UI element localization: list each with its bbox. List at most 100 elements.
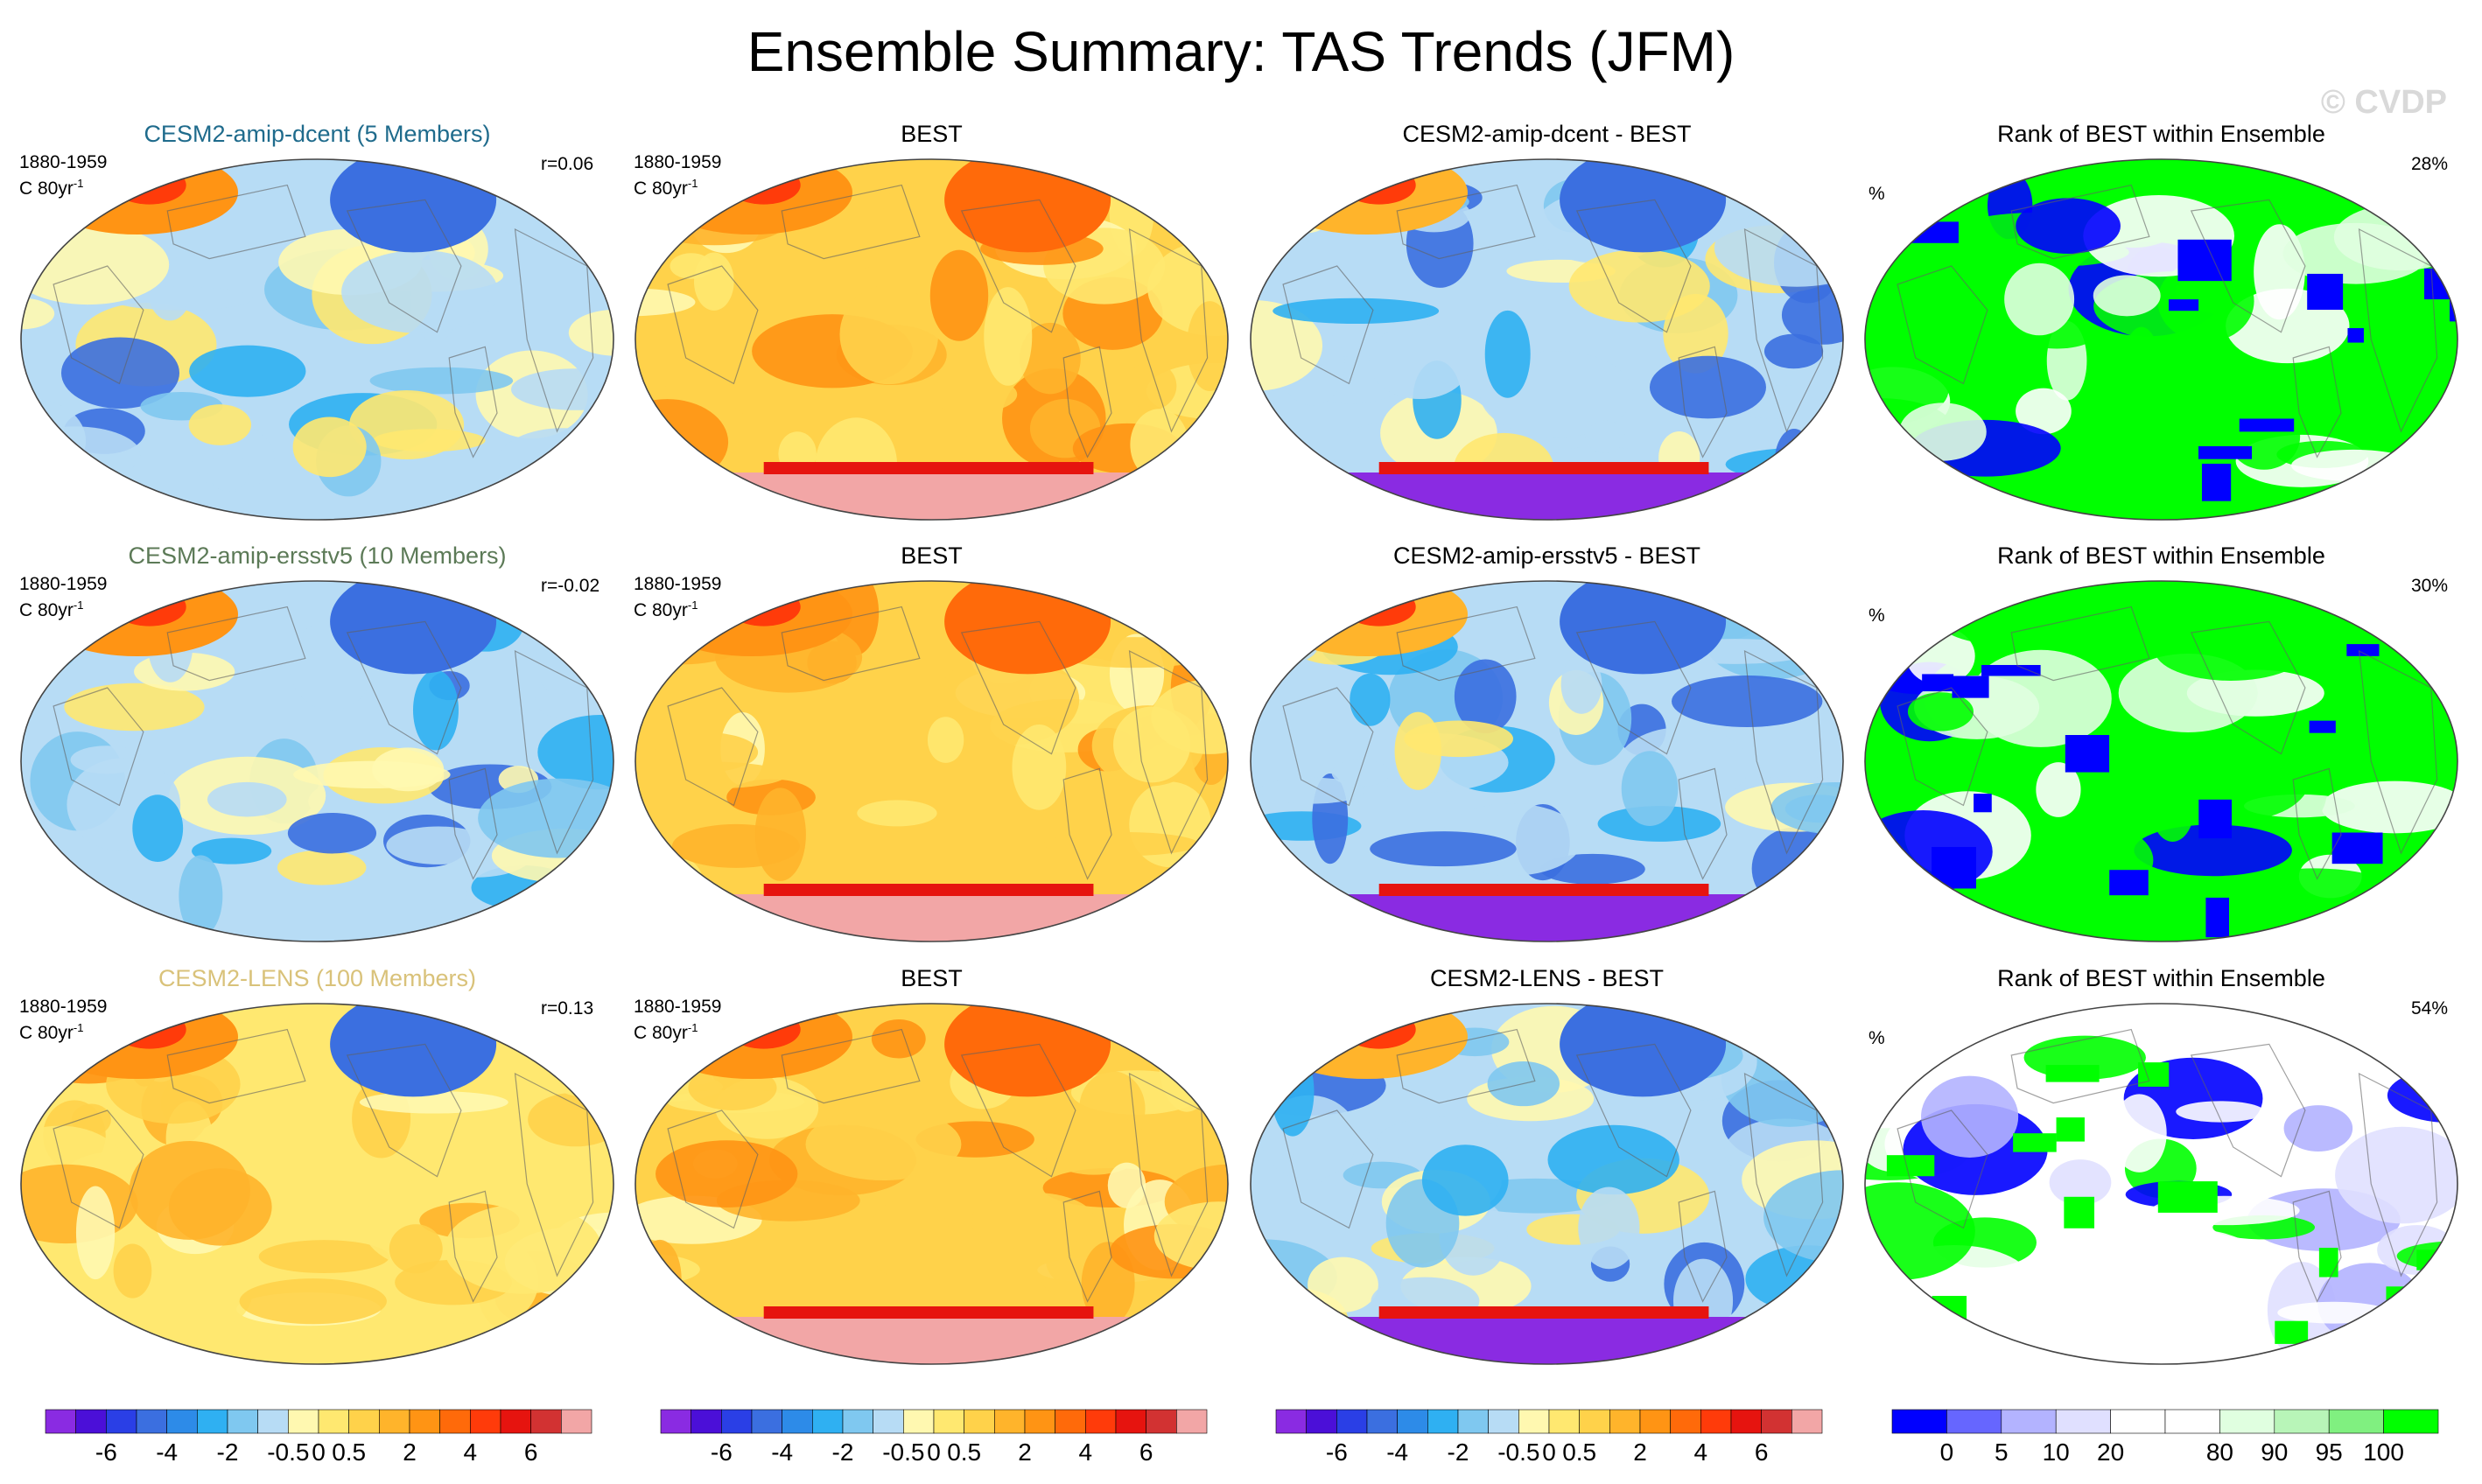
map-ens-row2 [20, 580, 614, 942]
antarctica-edge [1378, 462, 1709, 474]
field-blob [189, 345, 306, 397]
trend-colorbar-2-box [1176, 1409, 1208, 1434]
rank-colorbar-label: 80 [2205, 1438, 2233, 1466]
north-america-anomaly [1560, 581, 1727, 675]
field-blob [2180, 728, 2312, 820]
north-america-anomaly [330, 581, 497, 675]
panel-title-diff-row2: CESM2-amip-ersstv5 - BEST [1392, 542, 1701, 569]
field-blob [871, 1018, 926, 1059]
continent-outline [2358, 1072, 2438, 1278]
continent-outline [1062, 1190, 1112, 1303]
trend-colorbar-1-box [409, 1409, 440, 1434]
continent-outline [2292, 346, 2342, 458]
trend-colorbar-2-box [812, 1409, 844, 1434]
rank-patch [2424, 268, 2457, 300]
trend-colorbar-1-label: 0 [312, 1438, 326, 1466]
map-border [635, 158, 1229, 521]
trend-colorbar-2-box [660, 1409, 691, 1434]
map-rank-row1 [1864, 158, 2458, 521]
trend-colorbar-2-label: -2 [831, 1438, 854, 1466]
trend-colorbar-3-box [1457, 1409, 1489, 1434]
continent-outline [2358, 228, 2438, 433]
field-blob [1251, 300, 1323, 391]
north-america-anomaly [944, 1004, 1111, 1097]
units-exponent: -1 [687, 598, 698, 612]
trend-colorbar-2-box [782, 1409, 813, 1434]
map-diff-row2 [1250, 580, 1844, 942]
field-blob [2049, 1159, 2112, 1206]
continent-outline [2358, 649, 2438, 855]
antarctica-edge [763, 1306, 1094, 1319]
rank-patch [2064, 1196, 2095, 1228]
period-label-row2-col1: 1880-1959 [19, 574, 108, 594]
trend-colorbar-1-label: -6 [95, 1438, 117, 1466]
trend-colorbar-1-box [348, 1409, 380, 1434]
field-blob [369, 367, 514, 395]
antarctica-band [635, 1317, 1228, 1364]
continent-outline [1282, 1110, 1374, 1229]
field-blob [2016, 198, 2121, 255]
field-blob [1921, 1075, 2019, 1158]
continent-outline [2010, 1028, 2150, 1104]
units-text: C 80yr [634, 178, 688, 199]
pattern-correlation-row1: r=0.06 [541, 154, 594, 174]
rank-patch [2065, 735, 2110, 773]
trend-colorbar-1-box [318, 1409, 349, 1434]
rank-patch [2346, 644, 2380, 656]
map-border [1864, 158, 2458, 521]
field-blob [1649, 355, 1766, 419]
field-blob [2036, 762, 2081, 817]
rank-patch [2138, 1062, 2170, 1087]
field-blob [2116, 592, 2166, 662]
field-blob [2016, 388, 2072, 435]
field-blob [1113, 706, 1191, 783]
rank-patch [2347, 328, 2364, 343]
map-obs-row1 [635, 158, 1229, 521]
trend-colorbar-3-box [1639, 1409, 1671, 1434]
panel-title-ens-row3: CESM2-LENS (100 Members) [158, 965, 477, 991]
units-label-row2-col2: C 80yr-1 [634, 595, 698, 621]
field-blob [1147, 240, 1228, 336]
field-blob [1350, 673, 1391, 726]
trend-colorbar-1-box [45, 1409, 76, 1434]
trend-colorbar-1 [45, 1409, 592, 1434]
field-blob [64, 682, 205, 732]
continent-outline [1128, 1072, 1209, 1278]
units-text: C 80yr [19, 600, 74, 620]
continent-outline [1396, 1028, 1536, 1104]
map-ens-row3 [20, 1003, 614, 1365]
siberia-core [112, 1010, 186, 1049]
field-blob [528, 1092, 613, 1147]
field-blob [1039, 1112, 1148, 1175]
rank-colorbar [1891, 1409, 2439, 1434]
rank-patch [2045, 1065, 2100, 1082]
trend-colorbar-1-label: -2 [216, 1438, 239, 1466]
field-blob [2427, 591, 2457, 634]
continent-outline [667, 687, 759, 807]
siberia-core [726, 165, 801, 205]
trend-colorbar-3-label: -2 [1447, 1438, 1469, 1466]
continent-outline [781, 606, 921, 682]
continent-outline [1897, 687, 1988, 807]
panel-title-ens-row1: CESM2-amip-dcent (5 Members) [144, 121, 491, 147]
field-blob [113, 1243, 152, 1298]
field-blob [348, 390, 465, 460]
map-diff-row1 [1250, 158, 1844, 521]
field-blob [2093, 275, 2161, 317]
trend-colorbar-2-label: -6 [710, 1438, 733, 1466]
trend-colorbar-3-box [1427, 1409, 1459, 1434]
units-text: C 80yr [634, 1023, 688, 1043]
siberia-core [1342, 587, 1416, 626]
trend-colorbar-3-box [1336, 1409, 1368, 1434]
units-exponent: -1 [73, 177, 84, 190]
rank-patch [2013, 1133, 2057, 1152]
field-blob [1547, 1124, 1679, 1195]
rank-patch [1981, 664, 2041, 676]
units-text: C 80yr [19, 1023, 74, 1043]
rank-colorbar-box [2164, 1409, 2220, 1434]
units-label-row1-col1: C 80yr-1 [19, 173, 83, 200]
rank-patch [2309, 720, 2336, 733]
field-blob [1894, 289, 2002, 319]
field-blob [1159, 1015, 1215, 1112]
field-blob [866, 1198, 951, 1280]
